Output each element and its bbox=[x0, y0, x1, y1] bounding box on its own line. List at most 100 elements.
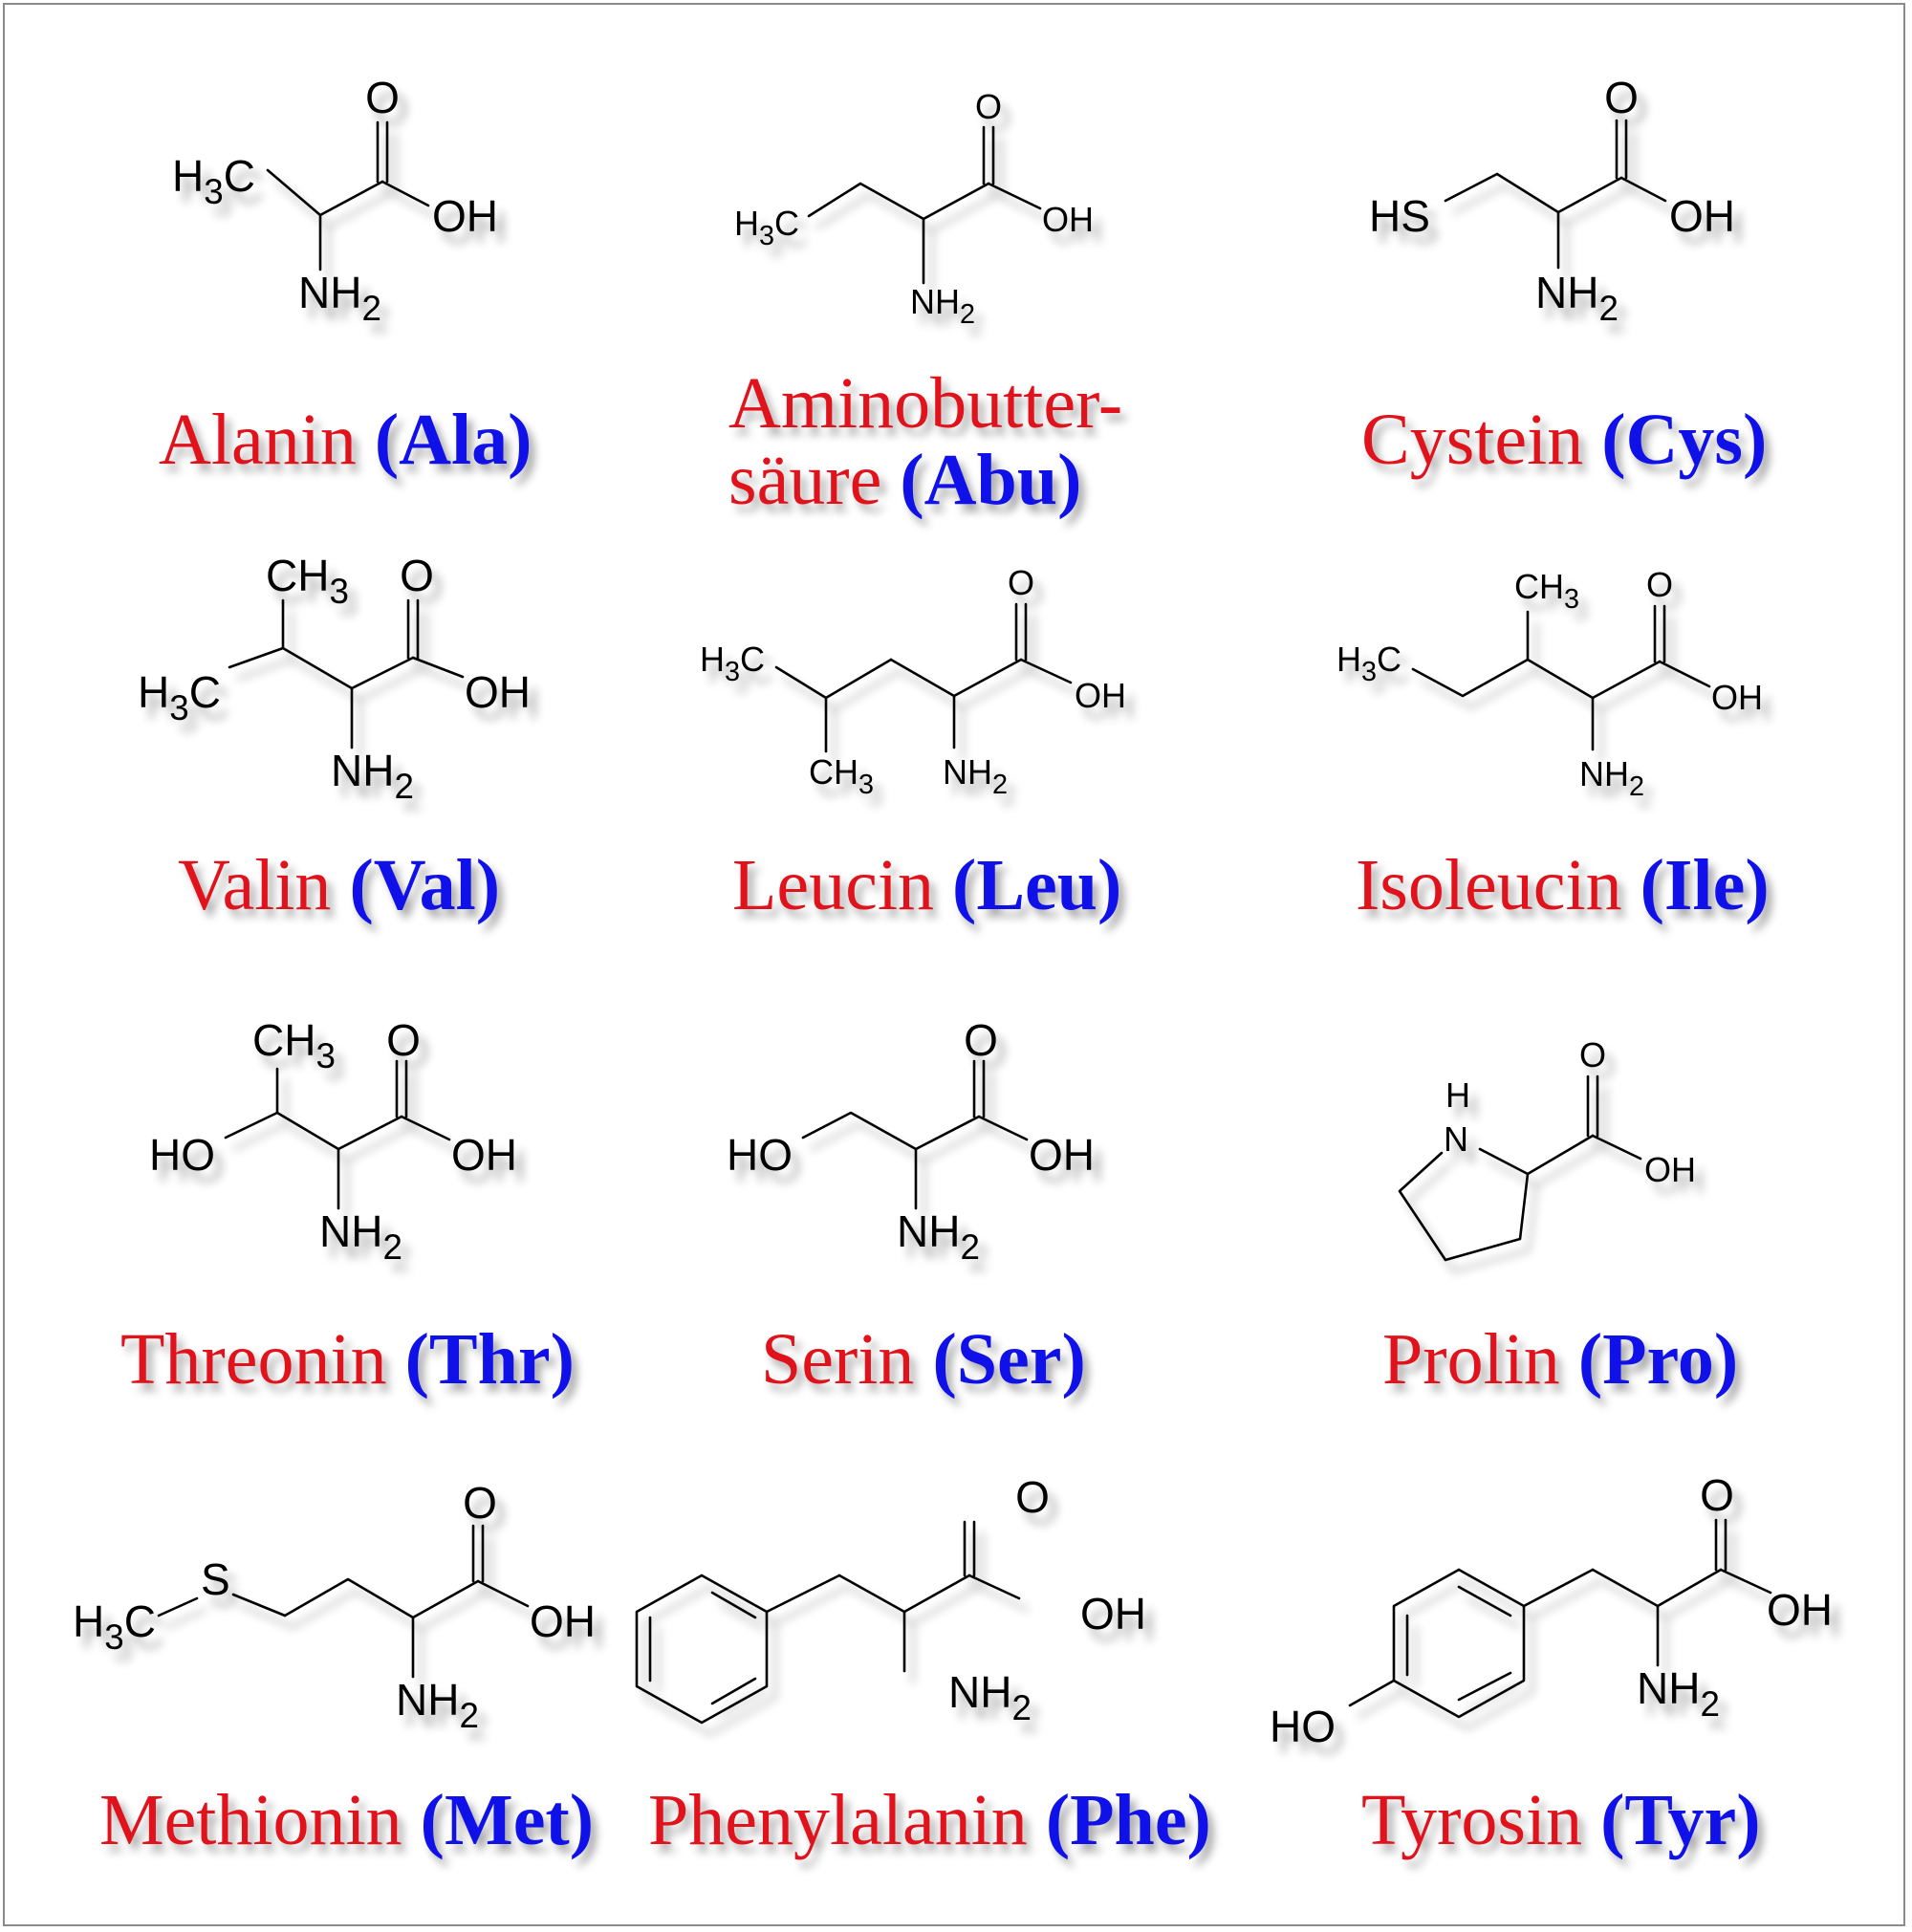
structure-aminobuttersaeure: O OH NH2 H3C bbox=[734, 87, 1094, 330]
amino-group-label: NH2 bbox=[943, 752, 1008, 800]
hydroxyl-label: OH bbox=[1644, 1150, 1696, 1189]
amino-group-label: NH2 bbox=[298, 268, 381, 328]
hydrogen-label: H bbox=[1445, 1075, 1470, 1115]
bond bbox=[967, 1574, 1021, 1600]
bond bbox=[1348, 1679, 1396, 1707]
bond bbox=[1719, 1568, 1772, 1595]
bond bbox=[1457, 1671, 1512, 1702]
caption-serin: Serin (Ser) bbox=[761, 1323, 1086, 1396]
amino-acid-name-line1: Aminobutter- bbox=[728, 363, 1123, 444]
methyl-label: CH3 bbox=[266, 551, 349, 611]
caption-aminobuttersaeure: Aminobutter- säure (Abu) bbox=[728, 365, 1122, 518]
bond bbox=[350, 656, 415, 690]
bond bbox=[337, 1115, 403, 1151]
caption-alanin: Alanin (Ala) bbox=[159, 403, 532, 476]
bond bbox=[1619, 176, 1667, 203]
amino-acid-name: Serin bbox=[761, 1319, 915, 1400]
bond bbox=[1411, 658, 1662, 700]
amino-group-label: NH2 bbox=[1637, 1663, 1720, 1724]
amino-acid-name: Leucin bbox=[732, 845, 935, 925]
amino-acid-abbreviation: (Val) bbox=[349, 845, 501, 925]
amino-acid-abbreviation: (Tyr) bbox=[1600, 1780, 1761, 1860]
bond bbox=[987, 182, 1042, 210]
structure-phenylalanin: O OH NH2 bbox=[635, 1472, 1146, 1727]
hydroxyl-label: OH bbox=[1669, 191, 1735, 241]
bond bbox=[1591, 1134, 1642, 1161]
bond bbox=[231, 1593, 287, 1617]
hydroxyl-label: OH bbox=[1029, 1130, 1095, 1180]
caption-prolin: Prolin (Pro) bbox=[1382, 1323, 1738, 1396]
bond bbox=[380, 180, 430, 207]
amino-acid-name: Methionin bbox=[99, 1780, 402, 1860]
bond bbox=[400, 1115, 451, 1141]
methyl-label: H3C bbox=[1336, 640, 1401, 687]
oxygen-label: O bbox=[386, 1015, 421, 1065]
hydroxyl-label: HO bbox=[727, 1130, 793, 1180]
amino-acid-abbreviation: (Thr) bbox=[404, 1319, 575, 1400]
bond bbox=[977, 1115, 1029, 1141]
bond bbox=[1591, 1568, 1660, 1608]
hydroxyl-label: OH bbox=[1767, 1585, 1833, 1635]
amino-acid-abbreviation: (Pro) bbox=[1577, 1319, 1739, 1400]
hydroxyl-label: HO bbox=[149, 1130, 215, 1180]
amino-group-label: NH2 bbox=[910, 282, 975, 330]
methyl-label: H3C bbox=[138, 667, 221, 727]
oxygen-label: O bbox=[1579, 1035, 1606, 1075]
oxygen-label: O bbox=[1015, 1472, 1050, 1522]
amino-acid-abbreviation: (Phe) bbox=[1045, 1780, 1211, 1860]
amino-acid-abbreviation: (Abu) bbox=[900, 440, 1082, 520]
amino-acid-name: Phenylalanin bbox=[648, 1780, 1028, 1860]
structure-leucin: O OH NH2 H3C CH3 bbox=[700, 563, 1126, 800]
bond bbox=[710, 1591, 757, 1619]
amino-acid-name: Cystein bbox=[1361, 400, 1584, 480]
oxygen-label: O bbox=[1604, 73, 1639, 122]
caption-tyrosin: Tyrosin (Tyr) bbox=[1361, 1784, 1761, 1856]
sulfur-label: S bbox=[201, 1554, 230, 1604]
amino-acid-abbreviation: (Met) bbox=[420, 1780, 595, 1860]
amino-group-label: NH2 bbox=[1579, 754, 1644, 802]
bond bbox=[1522, 1568, 1595, 1608]
bond bbox=[476, 1579, 530, 1608]
structure-prolin: O OH NH bbox=[1398, 1035, 1696, 1262]
amino-acid-abbreviation: (Cys) bbox=[1601, 400, 1768, 480]
amino-acid-name: Alanin bbox=[159, 400, 357, 480]
structure-threonin: O OH NH2 CH3 HO bbox=[149, 1015, 517, 1267]
structure-valin: O OH NH2 CH3 H3C bbox=[138, 551, 531, 806]
caption-valin: Valin (Val) bbox=[178, 849, 500, 922]
hydroxyl-label: OH bbox=[432, 191, 498, 241]
bond bbox=[1392, 1568, 1526, 1719]
oxygen-label: O bbox=[365, 73, 400, 122]
bond bbox=[1656, 1568, 1723, 1608]
thiol-label: HS bbox=[1369, 191, 1430, 241]
amino-acid-abbreviation: (Ala) bbox=[374, 400, 532, 480]
bond bbox=[1526, 1134, 1595, 1176]
caption-cystein: Cystein (Cys) bbox=[1361, 403, 1767, 476]
methyl-label: H3C bbox=[700, 640, 765, 687]
bond bbox=[889, 658, 956, 698]
oxygen-label: O bbox=[975, 87, 1002, 126]
bond bbox=[1457, 1585, 1512, 1617]
bond bbox=[801, 1111, 981, 1151]
caption-methionin: Methionin (Met) bbox=[99, 1784, 594, 1856]
methyl-label: CH3 bbox=[1514, 567, 1579, 615]
bond bbox=[1658, 660, 1711, 688]
amino-acid-name: Valin bbox=[178, 845, 332, 925]
amino-group-label: NH2 bbox=[1535, 268, 1619, 328]
bond bbox=[824, 658, 893, 700]
structure-serin: O OH NH2 HO bbox=[727, 1015, 1095, 1267]
figure-frame bbox=[3, 3, 1905, 1926]
hydroxyl-label: OH bbox=[1042, 200, 1094, 239]
caption-leucin: Leucin (Leu) bbox=[732, 849, 1121, 922]
caption-threonin: Threonin (Thr) bbox=[120, 1323, 575, 1396]
amino-group-label: NH2 bbox=[897, 1206, 980, 1267]
amino-group-label: NH2 bbox=[319, 1206, 402, 1267]
hydroxyl-label: OH bbox=[451, 1130, 517, 1180]
amino-group-label: NH2 bbox=[331, 746, 414, 806]
bond bbox=[411, 656, 465, 679]
bond bbox=[710, 1677, 757, 1705]
bond bbox=[635, 1574, 769, 1725]
bond bbox=[275, 1111, 340, 1151]
bond bbox=[807, 182, 990, 221]
caption-phenylalanin: Phenylalanin (Phe) bbox=[648, 1784, 1211, 1856]
bond bbox=[902, 1574, 971, 1614]
